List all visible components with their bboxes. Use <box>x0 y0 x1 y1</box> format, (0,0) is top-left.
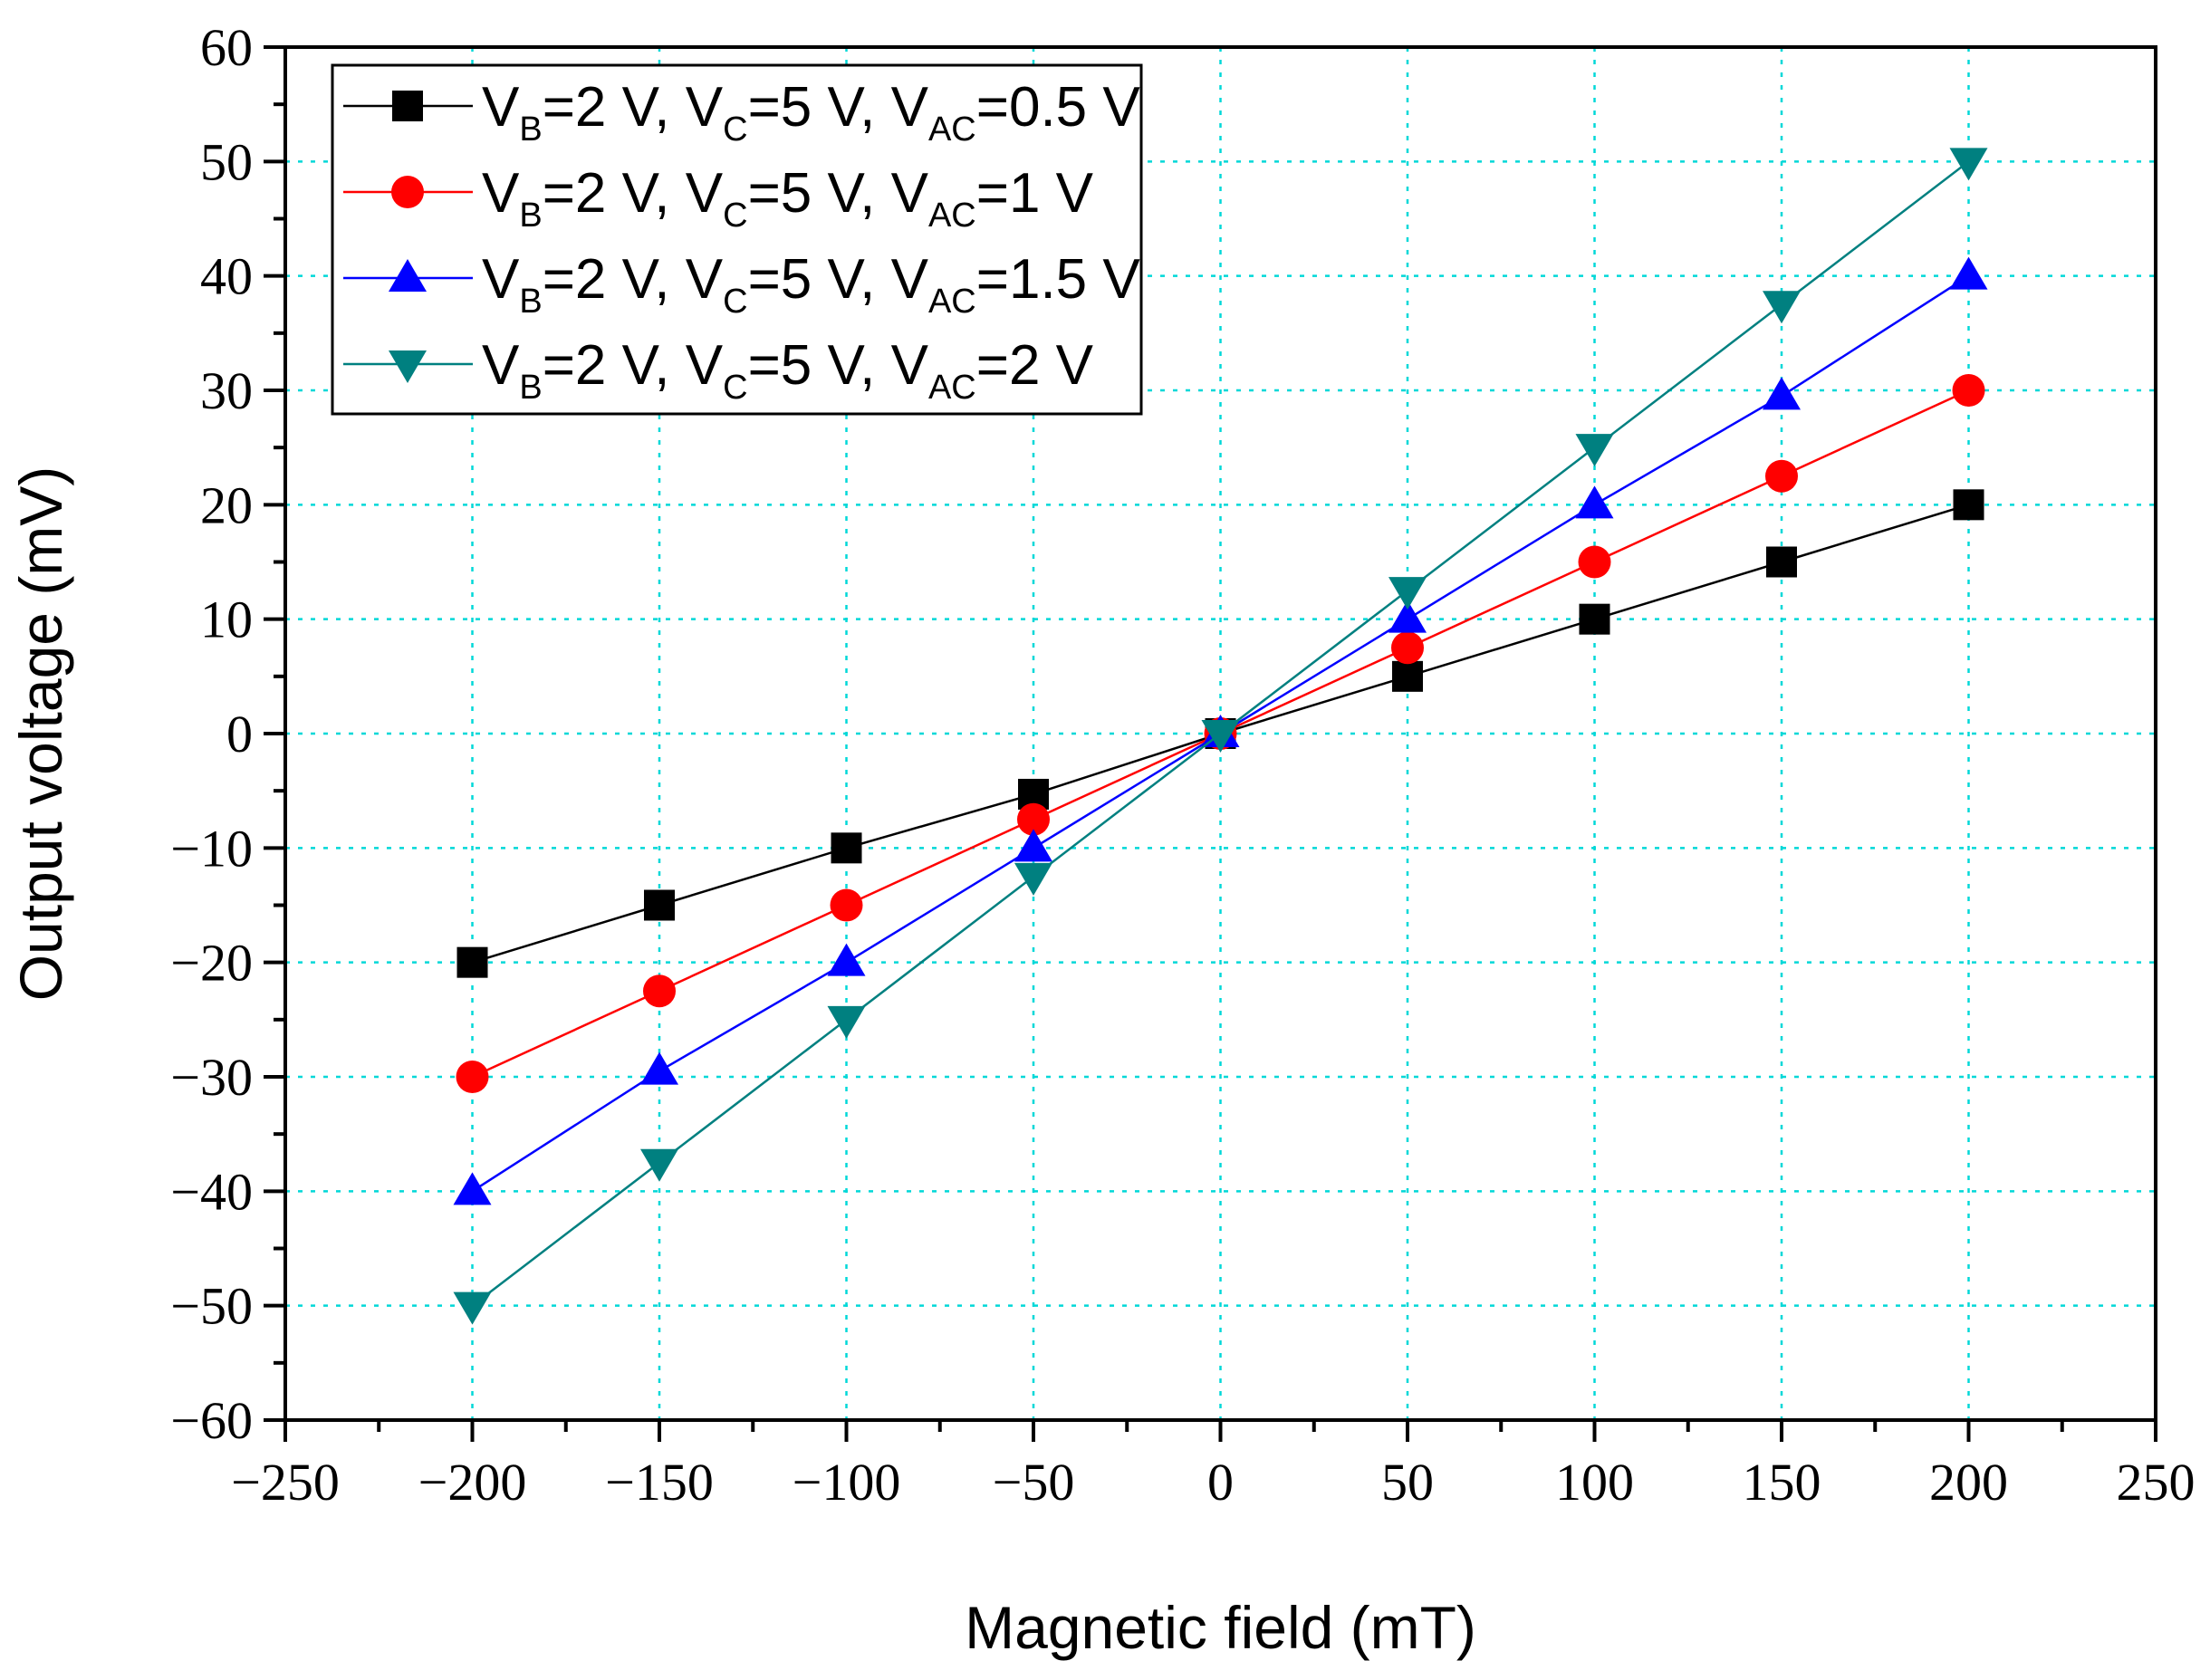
y-tick-label: −40 <box>170 1162 253 1221</box>
data-point <box>1579 603 1610 635</box>
data-point <box>1763 377 1801 410</box>
data-point <box>1014 862 1052 896</box>
legend-marker <box>392 91 423 121</box>
y-tick-label: −10 <box>170 819 253 878</box>
data-point <box>1575 485 1614 519</box>
data-point <box>456 1061 489 1093</box>
data-point <box>1391 631 1424 665</box>
data-point <box>640 1148 678 1182</box>
data-point <box>456 946 488 978</box>
y-tick-label: −30 <box>170 1048 253 1107</box>
x-tick-label: 0 <box>1207 1453 1234 1512</box>
data-point <box>1949 148 1988 181</box>
data-point <box>644 889 675 921</box>
series-2 <box>456 374 1985 1093</box>
y-tick-label: 20 <box>200 475 253 534</box>
legend-item: VB=2 V, VC=5 V, VAC=2 V <box>343 334 1094 407</box>
legend-marker <box>389 259 427 292</box>
y-tick-label: 40 <box>200 247 253 306</box>
x-tick-label: 100 <box>1555 1453 1634 1512</box>
axis-ticks <box>264 45 2157 1442</box>
x-tick-label: 200 <box>1929 1453 2008 1512</box>
data-point <box>827 1005 866 1039</box>
x-tick-label: −150 <box>605 1453 714 1512</box>
data-point <box>827 943 866 976</box>
x-tick-label: 250 <box>2117 1453 2196 1512</box>
data-point <box>1766 546 1797 578</box>
y-axis-title: Output voltage (mV) <box>7 466 74 1002</box>
data-point <box>1014 829 1052 862</box>
y-tick-label: −20 <box>170 934 253 993</box>
data-point <box>1953 489 1984 521</box>
data-point <box>1578 545 1611 579</box>
data-point <box>1952 374 1985 407</box>
data-point <box>1949 256 1988 290</box>
data-point <box>1765 459 1798 493</box>
x-tick-label: 150 <box>1743 1453 1821 1512</box>
legend-label: VB=2 V, VC=5 V, VAC=2 V <box>482 334 1094 407</box>
x-tick-label: −100 <box>793 1453 901 1512</box>
data-point <box>1201 720 1240 753</box>
y-tick-label: 60 <box>200 18 253 77</box>
x-tick-label: −200 <box>418 1453 527 1512</box>
y-tick-label: −50 <box>170 1277 253 1336</box>
legend-label: VB=2 V, VC=5 V, VAC=1.5 V <box>482 248 1140 321</box>
series-4 <box>453 148 1988 1325</box>
data-point <box>453 1291 492 1325</box>
legend-item: VB=2 V, VC=5 V, VAC=1.5 V <box>343 248 1140 321</box>
data-point <box>640 1051 678 1085</box>
legend-label: VB=2 V, VC=5 V, VAC=0.5 V <box>482 76 1140 149</box>
data-point <box>1388 600 1427 633</box>
data-point <box>1017 802 1050 836</box>
y-tick-label: 30 <box>200 361 253 420</box>
data-point <box>643 974 676 1008</box>
x-tick-label: 50 <box>1381 1453 1434 1512</box>
tick-labels: −250 −200 −150 −100 −50 0 50 100 150 200 250−60−50… <box>170 18 2195 1512</box>
data-point <box>1388 577 1427 610</box>
legend-label: VB=2 V, VC=5 V, VAC=1 V <box>482 162 1094 235</box>
legend-marker <box>389 350 427 383</box>
data-series <box>453 148 1988 1325</box>
data-point <box>1392 660 1423 692</box>
data-point <box>453 1172 492 1205</box>
data-point <box>831 832 862 864</box>
legend-box <box>331 63 1143 416</box>
legend-item: VB=2 V, VC=5 V, VAC=1 V <box>343 162 1094 235</box>
x-tick-label: −250 <box>231 1453 340 1512</box>
x-axis-title: Magnetic field (mT) <box>965 1594 1476 1661</box>
data-point <box>1763 291 1801 324</box>
legend-item: VB=2 V, VC=5 V, VAC=0.5 V <box>343 76 1140 149</box>
y-tick-label: 50 <box>200 132 253 191</box>
y-tick-label: 10 <box>200 590 253 649</box>
data-point <box>1575 434 1614 467</box>
data-point <box>830 888 863 922</box>
legend: VB=2 V, VC=5 V, VAC=0.5 V VB=2 V, VC=5 V,… <box>331 63 1143 416</box>
y-tick-label: −60 <box>170 1391 253 1450</box>
x-tick-label: −50 <box>993 1453 1075 1512</box>
legend-marker <box>391 176 424 208</box>
y-tick-label: 0 <box>226 705 253 763</box>
